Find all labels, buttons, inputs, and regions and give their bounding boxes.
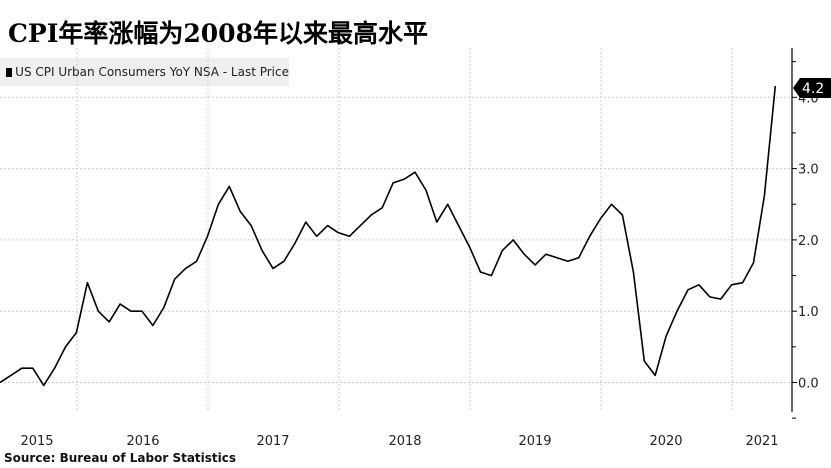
y-axis: 0.01.02.03.04.0 [791, 48, 819, 419]
svg-text:4.2: 4.2 [802, 81, 824, 97]
svg-text:1.0: 1.0 [798, 305, 819, 320]
svg-text:2015: 2015 [20, 434, 53, 449]
chart-title: CPI年率涨幅为2008年以来最高水平 [8, 19, 428, 48]
svg-text:2018: 2018 [388, 434, 421, 449]
svg-text:2020: 2020 [649, 434, 682, 449]
source-note: Source: Bureau of Labor Statistics [4, 451, 237, 465]
legend-label: US CPI Urban Consumers YoY NSA - Last Pr… [15, 65, 289, 79]
x-axis: 2015 2016 2017 2018 2019 2020 2021 [20, 434, 778, 449]
svg-text:2021: 2021 [745, 434, 778, 449]
svg-text:3.0: 3.0 [798, 163, 819, 178]
svg-text:0.0: 0.0 [798, 377, 819, 392]
svg-text:2.0: 2.0 [798, 234, 819, 249]
legend: US CPI Urban Consumers YoY NSA - Last Pr… [0, 58, 289, 86]
svg-text:2019: 2019 [518, 434, 551, 449]
cpi-line [0, 85, 777, 387]
gridlines [0, 48, 792, 412]
svg-text:2016: 2016 [126, 434, 159, 449]
last-price-badge: 4.2 [793, 78, 831, 98]
svg-text:2017: 2017 [256, 434, 289, 449]
legend-swatch-icon [6, 67, 13, 77]
